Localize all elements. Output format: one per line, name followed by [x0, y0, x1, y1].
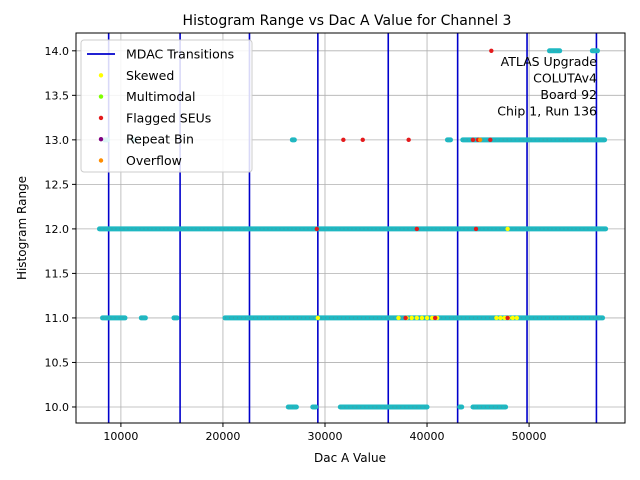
data-point: [510, 315, 515, 321]
annotation-line: Chip 1, Run 136: [497, 104, 597, 119]
legend-label: Skewed: [126, 68, 174, 83]
x-tick-label: 50000: [512, 430, 547, 443]
y-tick-label: 13.0: [45, 134, 70, 147]
data-point: [414, 226, 420, 232]
annotation-line: Board 92: [540, 87, 597, 102]
x-axis-ticks: 10000 20000 30000 40000 50000: [103, 423, 547, 443]
y-axis-label: Histogram Range: [15, 176, 29, 280]
x-axis-label: Dac A Value: [314, 451, 386, 465]
y-tick-label: 11.0: [45, 312, 70, 325]
legend-box: [80, 39, 253, 173]
x-tick-label: 20000: [205, 430, 240, 443]
data-point: [396, 315, 401, 321]
y-tick-label: 14.0: [45, 45, 70, 58]
data-point: [498, 315, 503, 321]
chart-title: Histogram Range vs Dac A Value for Chann…: [183, 13, 512, 29]
x-tick-label: 40000: [410, 430, 445, 443]
data-point: [403, 315, 408, 321]
plot-frame: [75, 32, 626, 424]
data-point: [473, 226, 479, 232]
y-tick-label: 13.5: [45, 89, 70, 102]
annotation-line: ATLAS Upgrade: [501, 54, 598, 69]
data-point: [360, 137, 365, 143]
data-point: [406, 137, 411, 143]
data-points: [96, 48, 609, 410]
legend-label: Multimodal: [126, 89, 195, 104]
legend-label: Overflow: [126, 153, 182, 168]
data-point: [505, 226, 510, 232]
data-point: [409, 315, 414, 321]
data-point: [341, 137, 346, 143]
data-point: [424, 315, 430, 321]
legend-dot-marker: [98, 115, 104, 121]
x-tick-label: 10000: [103, 430, 138, 443]
data-point: [477, 137, 483, 143]
data-point: [514, 315, 520, 321]
legend-label: Repeat Bin: [126, 132, 194, 147]
legend-dot-marker: [98, 73, 104, 78]
y-tick-label: 12.0: [45, 223, 70, 236]
annotation-line: COLUTAv4: [533, 71, 597, 86]
data-point: [494, 315, 499, 321]
y-axis-ticks: 10.0 10.5 11.0 11.5 12.0 12.5 13.0 13.5 14.0: [45, 45, 76, 414]
y-tick-label: 12.5: [45, 178, 70, 191]
legend-dot-marker: [98, 137, 104, 142]
data-point: [314, 226, 320, 232]
legend-label: Flagged SEUs: [126, 110, 211, 125]
legend-label: MDAC Transitions: [126, 47, 234, 62]
legend-dot-marker: [98, 158, 104, 163]
legend-dot-marker: [98, 94, 104, 99]
data-point: [470, 137, 476, 143]
y-tick-label: 10.0: [45, 401, 70, 414]
data-point: [502, 315, 507, 321]
y-tick-label: 11.5: [45, 267, 70, 280]
legend: MDAC Transitions Skewed Multimodal Flagged …: [80, 39, 253, 173]
data-point: [429, 315, 435, 321]
data-point: [315, 315, 321, 321]
x-tick-label: 30000: [307, 430, 342, 443]
data-point: [505, 315, 510, 321]
y-tick-label: 10.5: [45, 356, 70, 369]
data-point: [419, 315, 425, 321]
data-point: [488, 137, 493, 143]
data-point: [432, 315, 438, 321]
data-point: [414, 315, 420, 321]
data-point: [489, 48, 494, 54]
